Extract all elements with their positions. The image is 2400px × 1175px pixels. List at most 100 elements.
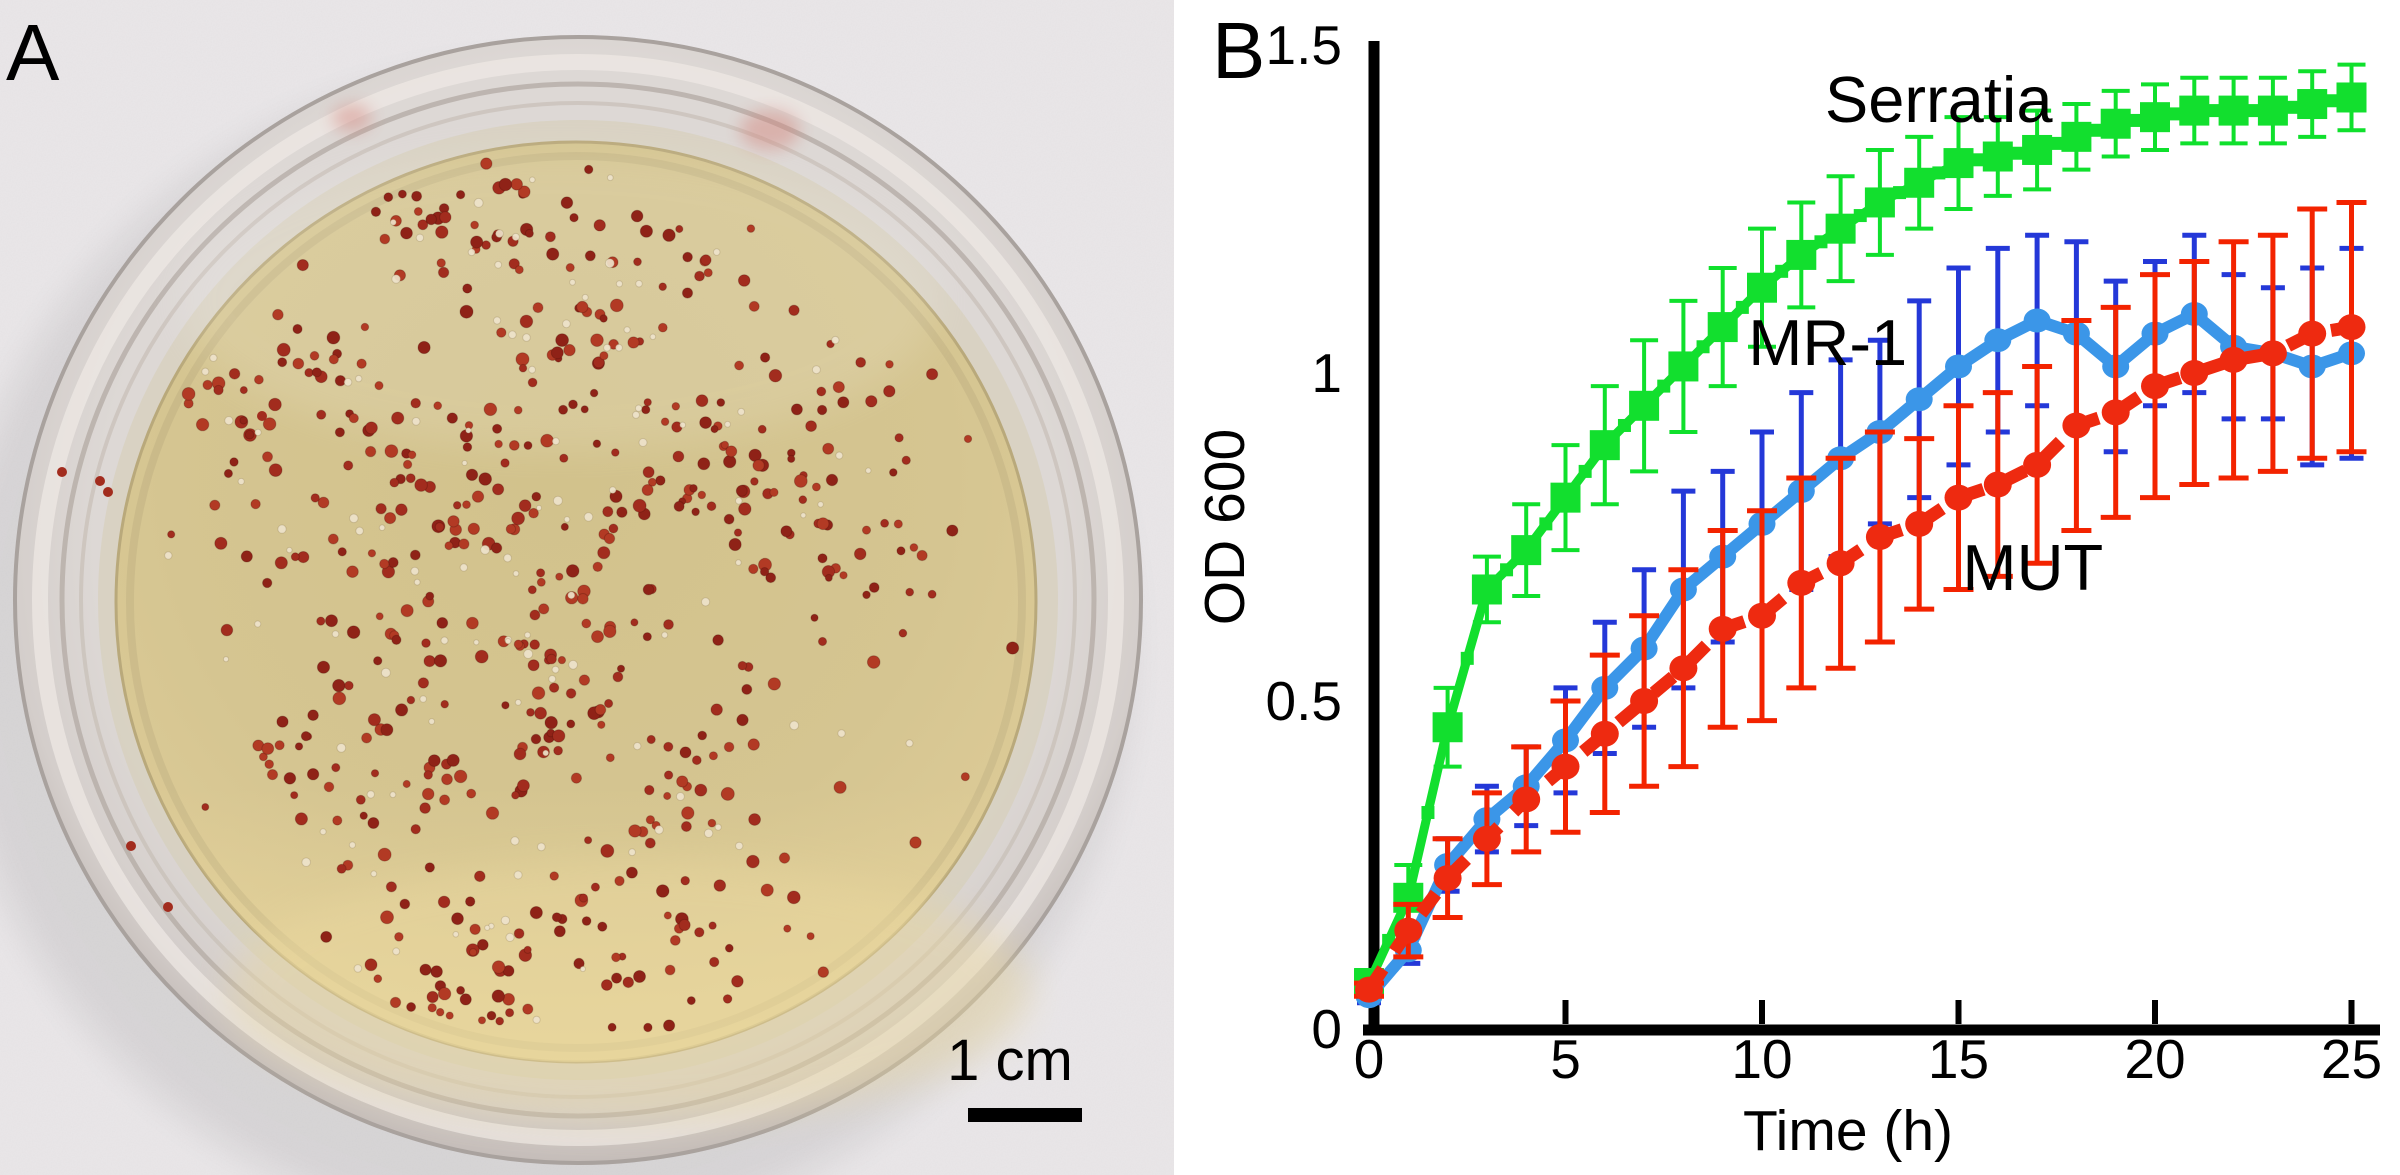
white-colony: [513, 870, 523, 880]
red-colony: [555, 572, 564, 581]
x-tick-label: 10: [1731, 1028, 1792, 1090]
series-label-mut: MUT: [1962, 531, 2103, 604]
red-colony: [889, 468, 898, 477]
square-marker: [1982, 141, 2013, 172]
red-colony: [364, 445, 377, 458]
red-colony: [430, 965, 443, 978]
circle-marker: [2180, 360, 2209, 386]
bacterial-colonies: [57, 104, 1020, 1033]
red-colony: [391, 411, 405, 425]
white-colony: [473, 197, 484, 208]
red-colony: [811, 482, 821, 492]
red-colony: [642, 466, 655, 479]
red-colony: [810, 613, 819, 622]
red-colony: [527, 659, 540, 672]
white-colony: [411, 417, 421, 426]
red-colony: [462, 283, 473, 294]
white-colony: [633, 742, 642, 751]
red-colony: [433, 654, 448, 668]
red-colony: [501, 701, 510, 710]
white-colony: [583, 512, 594, 522]
small-square-marker: [1696, 340, 1710, 354]
red-colony: [894, 433, 904, 443]
x-axis-label: Time (h): [1743, 1099, 1953, 1163]
small-square-marker: [2050, 136, 2064, 150]
red-colony: [370, 206, 382, 218]
red-colony: [470, 220, 480, 230]
small-square-marker: [2246, 104, 2260, 118]
red-colony: [373, 656, 383, 666]
red-colony: [778, 852, 791, 864]
red-colony: [822, 442, 835, 455]
red-colony: [380, 723, 394, 737]
small-square-marker: [1932, 166, 1946, 180]
red-colony: [296, 259, 309, 272]
x-tick-label: 20: [2124, 1028, 2185, 1090]
red-colony: [723, 454, 737, 469]
red-colony: [262, 417, 277, 431]
red-colony: [594, 703, 607, 716]
small-square-marker: [1421, 806, 1435, 820]
red-colony: [95, 476, 105, 486]
white-colony: [568, 659, 578, 670]
white-colony: [634, 404, 643, 412]
red-colony: [516, 779, 530, 793]
white-colony: [675, 792, 685, 801]
red-colony: [816, 517, 830, 531]
white-colony: [511, 232, 520, 242]
white-colony: [164, 551, 173, 560]
red-colony: [642, 583, 655, 596]
white-colony: [277, 524, 287, 534]
red-colony: [550, 346, 564, 360]
red-colony: [622, 976, 635, 989]
red-colony: [522, 1003, 534, 1015]
red-colony: [383, 192, 394, 203]
red-colony: [517, 185, 531, 199]
red-colony: [508, 258, 520, 270]
red-colony: [277, 357, 288, 368]
red-colony: [384, 444, 399, 459]
red-colony: [686, 996, 696, 1006]
circle-marker: [2023, 451, 2052, 478]
red-colony: [655, 475, 666, 486]
white-colony: [510, 836, 520, 846]
white-colony: [737, 407, 746, 416]
red-colony: [425, 213, 438, 226]
red-colony: [590, 333, 604, 348]
red-colony: [421, 638, 431, 648]
red-colony: [679, 746, 692, 759]
red-colony: [675, 224, 684, 234]
red-colony: [673, 500, 685, 512]
red-colony: [425, 591, 435, 601]
axes: 0 5 10 15 20 25 0 0.5 1 1.5 Time (h) OD 600: [1193, 14, 2382, 1163]
red-colony: [458, 538, 470, 550]
red-colony: [746, 854, 760, 869]
red-colony: [768, 368, 783, 383]
white-colony: [789, 720, 800, 731]
red-colony: [605, 753, 615, 763]
petri-dish-photo: A 1 cm: [0, 0, 1174, 1175]
red-colony: [681, 806, 695, 820]
red-colony: [680, 821, 692, 832]
white-colony: [536, 842, 546, 852]
circle-marker: [1433, 865, 1462, 892]
red-colony: [563, 343, 576, 357]
red-colony: [469, 923, 481, 935]
red-colony: [469, 948, 478, 957]
red-colony: [397, 189, 407, 199]
white-colony: [905, 739, 914, 748]
square-marker: [2022, 134, 2053, 165]
red-colony: [446, 412, 458, 424]
white-colony: [389, 218, 397, 226]
red-colony: [367, 817, 380, 829]
red-colony: [798, 495, 808, 505]
square-marker: [2061, 121, 2092, 152]
red-colony: [250, 498, 261, 510]
red-colony: [359, 811, 368, 820]
red-colony: [485, 806, 500, 820]
red-colony: [290, 552, 300, 562]
red-colony: [728, 537, 742, 552]
red-colony: [409, 549, 421, 561]
red-colony: [927, 589, 937, 599]
red-colony: [465, 896, 476, 907]
